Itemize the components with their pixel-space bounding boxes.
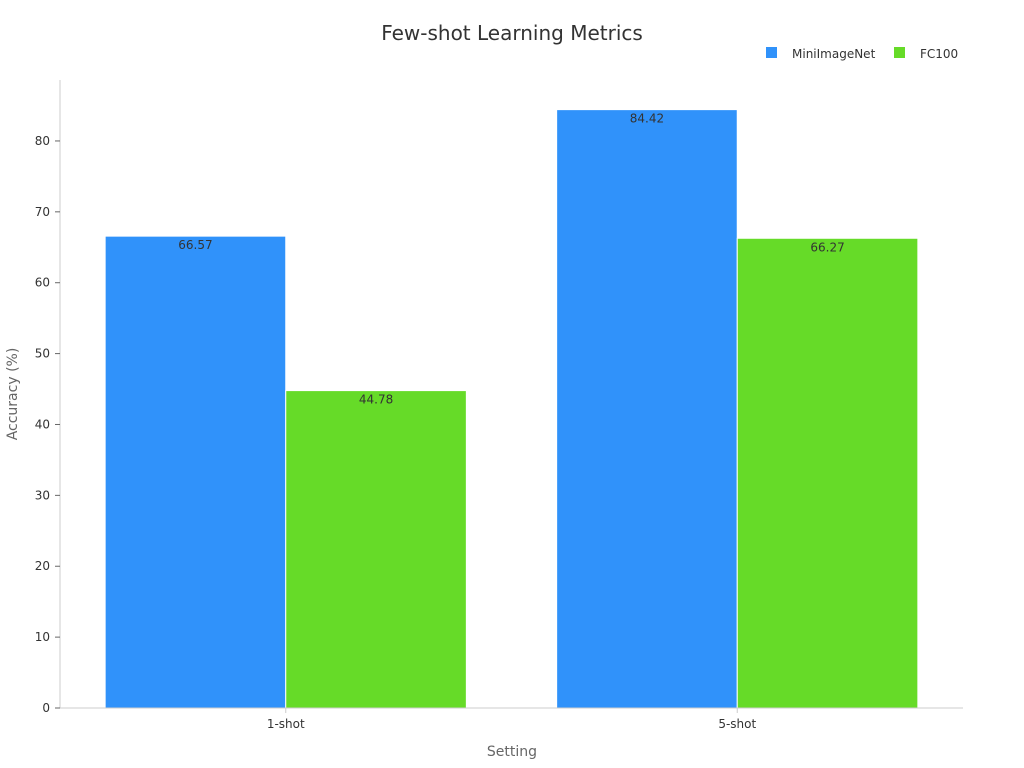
y-tick-label-10: 10 — [35, 630, 50, 644]
y-ticks-group: 0 10 20 30 40 50 60 70 80 — [35, 134, 60, 715]
chart-title: Few-shot Learning Metrics — [381, 21, 643, 45]
y-tick-label-70: 70 — [35, 205, 50, 219]
y-tick-label-20: 20 — [35, 559, 50, 573]
legend-label-fc100: FC100 — [920, 47, 958, 61]
legend-swatch-miniimagenet — [766, 47, 777, 58]
data-label-miniimagenet-5-shot: 84.42 — [630, 112, 664, 126]
bar-miniimagenet-5-shot — [556, 109, 738, 709]
y-tick-label-60: 60 — [35, 276, 50, 290]
y-tick-label-0: 0 — [42, 701, 50, 715]
bar-miniimagenet-1-shot — [104, 235, 287, 709]
bars-group — [104, 109, 919, 709]
data-label-miniimagenet-1-shot: 66.57 — [178, 238, 212, 252]
data-label-fc100-5-shot: 66.27 — [810, 240, 844, 254]
x-ticks-group: 1-shot 5-shot — [267, 708, 756, 731]
x-axis-label: Setting — [487, 744, 537, 760]
legend-swatch-fc100 — [894, 47, 905, 58]
data-label-fc100-1-shot: 44.78 — [359, 393, 393, 407]
y-axis-label: Accuracy (%) — [5, 348, 21, 441]
legend-label-miniimagenet: MiniImageNet — [792, 47, 876, 61]
legend: MiniImageNet FC100 — [766, 47, 958, 61]
bar-fc100-5-shot — [736, 237, 919, 709]
y-tick-label-50: 50 — [35, 347, 50, 361]
x-tick-label-5-shot: 5-shot — [718, 717, 756, 731]
bar-fc100-1-shot — [285, 390, 467, 709]
data-labels-group: 66.57 44.78 84.42 66.27 — [178, 112, 844, 407]
y-tick-label-40: 40 — [35, 417, 50, 431]
y-tick-label-30: 30 — [35, 488, 50, 502]
x-tick-label-1-shot: 1-shot — [267, 717, 305, 731]
y-tick-label-80: 80 — [35, 134, 50, 148]
